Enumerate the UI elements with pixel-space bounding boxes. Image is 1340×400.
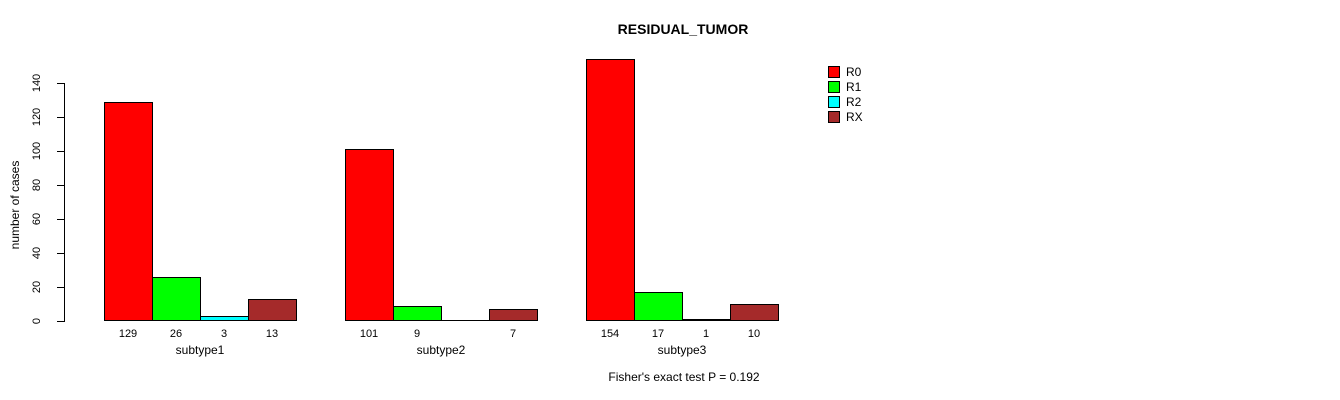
y-tick-label: 100 (31, 141, 43, 161)
y-tick-label: 120 (31, 107, 43, 127)
bar-value-label: 129 (118, 328, 138, 340)
bar-rx-subtype1 (248, 299, 297, 321)
bar-r2-subtype1 (200, 316, 249, 321)
y-tick (57, 321, 64, 322)
bar-r0-subtype3 (586, 59, 635, 321)
category-label-subtype1: subtype1 (175, 343, 225, 357)
bar-rx-subtype3 (730, 304, 779, 321)
y-tick-label: 0 (31, 317, 43, 325)
y-tick (57, 151, 64, 152)
legend-item-r2: R2 (828, 94, 863, 109)
bar-value-label: 7 (509, 328, 517, 340)
annotation-text: Fisher's exact test P = 0.192 (608, 370, 760, 384)
legend-swatch-rx (828, 110, 840, 123)
chart-title: RESIDUAL_TUMOR (617, 21, 749, 37)
bar-value-label: 9 (413, 328, 421, 340)
y-tick (57, 185, 64, 186)
bar-r2-subtype2-zero (441, 320, 490, 321)
y-tick (57, 117, 64, 118)
y-tick-label: 60 (31, 212, 43, 226)
legend-swatch-r2 (828, 95, 840, 108)
bar-value-label: 3 (220, 328, 228, 340)
y-tick-label: 80 (31, 178, 43, 192)
legend: R0 R1 R2 RX (828, 64, 863, 124)
bar-r1-subtype1 (152, 277, 201, 321)
legend-item-r0: R0 (828, 64, 863, 79)
y-tick (57, 253, 64, 254)
legend-label-r1: R1 (846, 79, 862, 94)
legend-label-r0: R0 (846, 64, 862, 79)
bar-r1-subtype3 (634, 292, 683, 321)
bar-r2-subtype3 (682, 319, 731, 321)
y-tick-label: 140 (31, 73, 43, 93)
y-tick-label: 40 (31, 246, 43, 260)
bar-value-label: 13 (265, 328, 279, 340)
bar-value-label: 101 (359, 328, 379, 340)
bar-value-label: 26 (169, 328, 183, 340)
y-tick-label: 20 (31, 280, 43, 294)
y-axis-label: number of cases (8, 160, 22, 250)
y-tick (57, 219, 64, 220)
legend-swatch-r0 (828, 65, 840, 78)
legend-swatch-r1 (828, 80, 840, 93)
bar-rx-subtype2 (489, 309, 538, 321)
legend-item-rx: RX (828, 109, 863, 124)
legend-label-r2: R2 (846, 94, 862, 109)
legend-label-rx: RX (846, 109, 863, 124)
category-label-subtype2: subtype2 (416, 343, 466, 357)
bar-r0-subtype1 (104, 102, 153, 321)
y-tick (57, 83, 64, 84)
bar-r1-subtype2 (393, 306, 442, 321)
bar-value-label: 10 (747, 328, 761, 340)
bar-value-label: 1 (702, 328, 710, 340)
y-tick (57, 287, 64, 288)
y-axis-line (64, 83, 65, 322)
bar-r0-subtype2 (345, 149, 394, 321)
legend-item-r1: R1 (828, 79, 863, 94)
bar-value-label: 154 (600, 328, 620, 340)
bar-value-label: 17 (651, 328, 665, 340)
category-label-subtype3: subtype3 (657, 343, 707, 357)
